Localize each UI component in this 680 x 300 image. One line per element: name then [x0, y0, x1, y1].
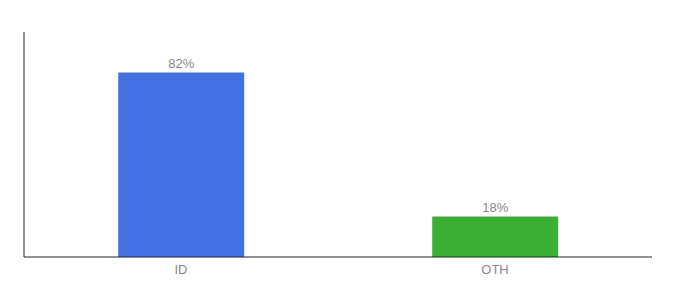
svg-text:OTH: OTH: [481, 262, 508, 277]
svg-text:82%: 82%: [168, 56, 194, 71]
svg-text:18%: 18%: [482, 200, 508, 215]
svg-text:ID: ID: [175, 262, 188, 277]
